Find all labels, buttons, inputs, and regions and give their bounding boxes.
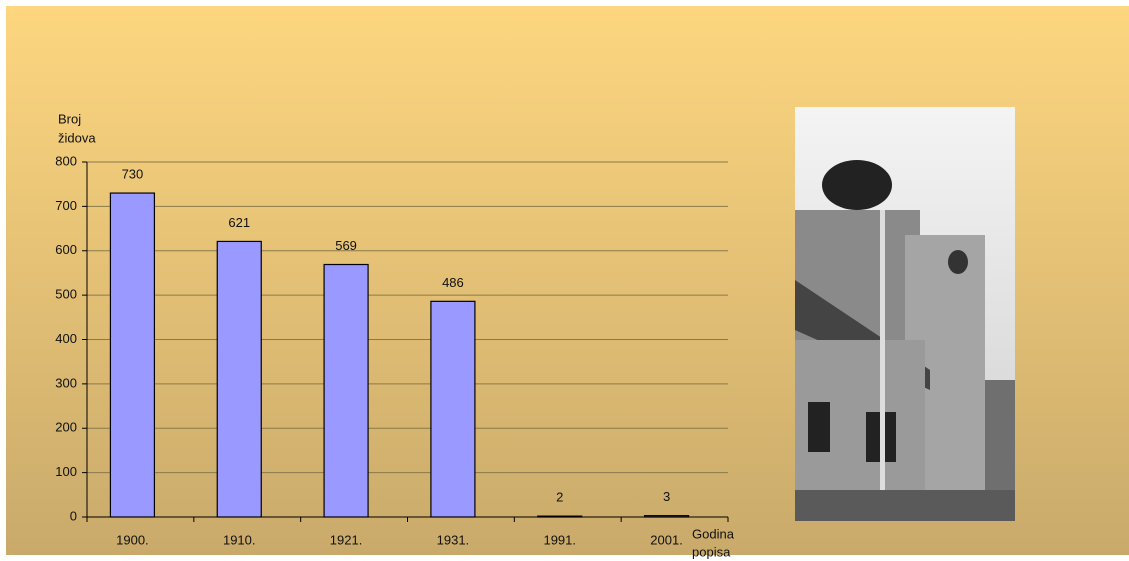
y-tick-label: 400 [55, 331, 77, 346]
photo [795, 107, 1015, 521]
y-axis-title: židova [58, 130, 96, 145]
y-tick-label: 300 [55, 375, 77, 390]
data-label: 730 [122, 167, 144, 182]
x-tick-label: 1991. [543, 532, 576, 547]
x-tick-label: 1921. [330, 532, 363, 547]
y-tick-label: 100 [55, 464, 77, 479]
x-tick-label: 1910. [223, 532, 256, 547]
x-axis-title: popisa [692, 544, 731, 559]
y-tick-label: 600 [55, 242, 77, 257]
y-tick-label: 700 [55, 198, 77, 213]
data-label: 569 [335, 238, 357, 253]
bar [430, 300, 476, 518]
bar [643, 515, 690, 518]
y-tick-label: 0 [70, 508, 77, 523]
y-tick-label: 200 [55, 420, 77, 435]
data-label: 2 [556, 490, 563, 505]
y-tick-label: 500 [55, 287, 77, 302]
bar [537, 515, 583, 518]
bar [323, 263, 369, 518]
bar [216, 240, 262, 518]
x-tick-label: 1900. [116, 532, 149, 547]
x-axis-title: Godina [692, 526, 735, 541]
data-label: 621 [228, 215, 250, 230]
x-tick-label: 2001. [650, 532, 683, 547]
y-axis-title: Broj [58, 111, 81, 126]
y-tick-label: 800 [55, 153, 77, 168]
data-label: 486 [442, 275, 464, 290]
data-label: 3 [663, 489, 670, 504]
x-tick-label: 1931. [437, 532, 470, 547]
bar [109, 192, 156, 518]
